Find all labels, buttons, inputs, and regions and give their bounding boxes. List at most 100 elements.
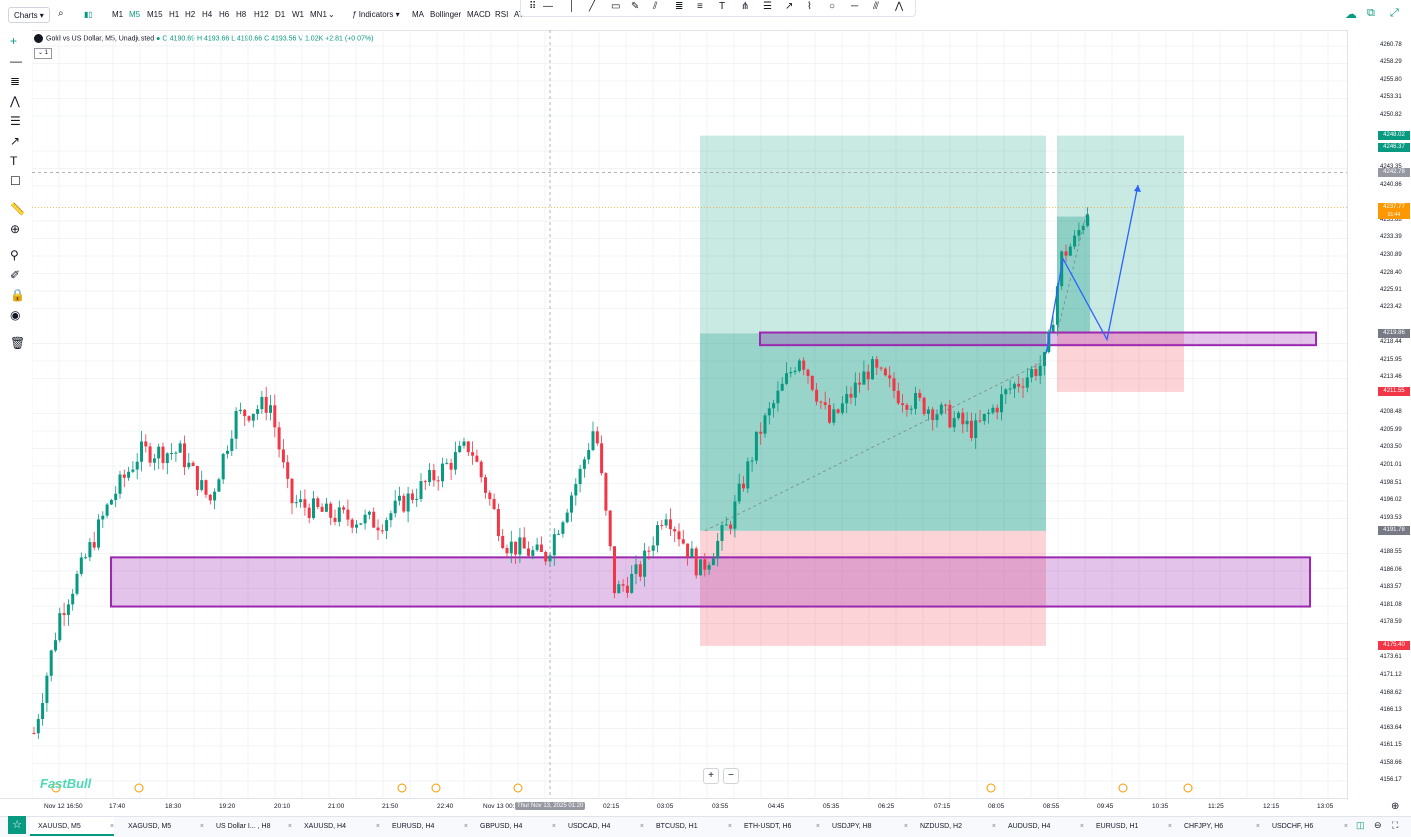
- crosshair-icon[interactable]: +: [10, 34, 18, 48]
- symbol-tab[interactable]: XAGUSD, M5 ×: [120, 817, 204, 836]
- symbol-tab[interactable]: EURUSD, H1 ×: [1088, 817, 1172, 836]
- zoom-in-button[interactable]: +: [703, 768, 719, 784]
- symbol-tab[interactable]: EURUSD, H4 ×: [384, 817, 468, 836]
- close-tab-icon[interactable]: ×: [109, 823, 114, 830]
- close-tab-icon[interactable]: ×: [287, 823, 292, 830]
- timeframe-dropdown-icon[interactable]: ⌄: [328, 10, 335, 19]
- symbol-tab[interactable]: XAUUSD, M5 ×: [30, 817, 114, 836]
- circle-icon[interactable]: ○: [829, 1, 836, 12]
- minimize-icon[interactable]: ⊖: [1374, 820, 1382, 830]
- fib-tool-icon[interactable]: ≣: [10, 74, 21, 88]
- ray-icon[interactable]: ─: [851, 1, 859, 12]
- tf-mn1[interactable]: MN1: [310, 10, 327, 19]
- expand-icon[interactable]: ⛶: [1392, 820, 1399, 830]
- double-line-icon[interactable]: ⫻: [873, 1, 879, 12]
- indicators-button[interactable]: ƒ Indicators ▾: [352, 10, 400, 19]
- indicator-rsi[interactable]: RSI: [495, 10, 509, 19]
- close-tab-icon[interactable]: ×: [375, 823, 380, 830]
- symbol-tab[interactable]: ETH-USDT, H6 ×: [736, 817, 820, 836]
- symbol-tab[interactable]: XAUUSD, H4 ×: [296, 817, 380, 836]
- rectangle-icon[interactable]: ▭: [611, 1, 621, 12]
- fib-extension-icon[interactable]: ≡: [697, 1, 703, 12]
- gann-tool-icon[interactable]: ☰: [10, 114, 21, 128]
- layout-icon[interactable]: ◫: [1356, 820, 1365, 830]
- drag-handle-icon[interactable]: ⠿: [529, 1, 537, 12]
- symbol-tab[interactable]: USDCHF, H6 ×: [1264, 817, 1348, 836]
- cloud-sync-icon[interactable]: ☁: [1345, 7, 1357, 21]
- close-tab-icon[interactable]: ×: [1079, 823, 1084, 830]
- trend-line-icon[interactable]: ╱: [589, 1, 596, 12]
- favorites-star-icon[interactable]: ☆: [8, 816, 26, 834]
- symbol-tab[interactable]: BTCUSD, H1 ×: [648, 817, 732, 836]
- search-icon[interactable]: ⌕: [58, 8, 64, 19]
- line-tool-icon[interactable]: —: [10, 54, 22, 68]
- fullscreen-icon[interactable]: ⤢: [1390, 7, 1399, 19]
- arrow-icon[interactable]: ↗: [785, 1, 794, 12]
- symbol-tab[interactable]: NZDUSD, H2 ×: [912, 817, 996, 836]
- tf-w1[interactable]: W1: [292, 10, 304, 19]
- horizontal-line-icon[interactable]: —: [543, 1, 553, 12]
- brush-icon[interactable]: ✎: [631, 1, 640, 12]
- close-tab-icon[interactable]: ×: [1167, 823, 1172, 830]
- open-new-window-icon[interactable]: ⧉: [1367, 7, 1375, 19]
- zoom-in-icon[interactable]: ⊕: [10, 222, 21, 236]
- drawing-mode-icon[interactable]: ✐: [10, 268, 21, 282]
- chart-type-icon[interactable]: ▮▯: [84, 10, 93, 19]
- symbol-title[interactable]: Gold vs US Dollar, M5, Unadjusted: [46, 35, 155, 43]
- price-axis[interactable]: 4260.784258.294255.804253.314250.824245.…: [1347, 30, 1411, 800]
- tf-h4[interactable]: H4: [202, 10, 213, 19]
- close-tab-icon[interactable]: ×: [991, 823, 996, 830]
- symbol-tab[interactable]: CHFJPY, H6 ×: [1176, 817, 1260, 836]
- tf-m15[interactable]: M15: [147, 10, 163, 19]
- fib-retracement-icon[interactable]: ≣: [675, 1, 684, 12]
- gann-icon[interactable]: ☰: [763, 1, 772, 12]
- zoom-out-button[interactable]: −: [723, 768, 739, 784]
- close-tab-icon[interactable]: ×: [639, 823, 644, 830]
- time-axis[interactable]: Nov 12 16:50 17:40 18:30 19:20 20:10 21:00 21:…: [0, 798, 1347, 815]
- indicator-atr[interactable]: AT: [514, 10, 524, 19]
- close-tab-icon[interactable]: ×: [463, 823, 468, 830]
- pitchfork-icon[interactable]: ⋔: [741, 1, 750, 12]
- magnet-icon[interactable]: ⚲: [10, 248, 19, 262]
- eye-icon[interactable]: ◉: [10, 308, 21, 322]
- tf-d1[interactable]: D1: [275, 10, 286, 19]
- symbol-tab[interactable]: USDJPY, H8 ×: [824, 817, 908, 836]
- prediction-tool-icon[interactable]: ↗: [10, 134, 21, 148]
- tf-h2[interactable]: H2: [185, 10, 196, 19]
- indicator-macd[interactable]: MACD: [467, 10, 491, 19]
- close-tab-icon[interactable]: ×: [727, 823, 732, 830]
- close-tab-icon[interactable]: ×: [903, 823, 908, 830]
- collapse-legend-button[interactable]: ⌄ 1: [34, 48, 52, 59]
- text-tool-icon[interactable]: T: [719, 1, 726, 12]
- tf-h8[interactable]: H8: [236, 10, 247, 19]
- pattern-tool-icon[interactable]: ⋀: [10, 94, 20, 108]
- charts-menu-button[interactable]: Charts ▾: [8, 7, 50, 23]
- tf-m5[interactable]: M5: [129, 10, 141, 19]
- indicator-ma[interactable]: MA: [412, 10, 424, 19]
- pattern-icon[interactable]: ⋀: [895, 1, 904, 12]
- parallel-channel-icon[interactable]: ⫽: [653, 1, 658, 12]
- emoji-tool-icon[interactable]: ☐: [10, 174, 21, 188]
- symbol-tab[interactable]: GBPUSD, H4 ×: [472, 817, 556, 836]
- indicator-bollinger[interactable]: Bollinger: [430, 10, 462, 19]
- tf-m1[interactable]: M1: [112, 10, 124, 19]
- close-tab-icon[interactable]: ×: [1255, 823, 1260, 830]
- symbol-tab[interactable]: AUDUSD, H4 ×: [1000, 817, 1084, 836]
- tf-h1[interactable]: H1: [169, 10, 180, 19]
- symbol-tab[interactable]: USDCAD, H4 ×: [560, 817, 644, 836]
- vertical-line-icon[interactable]: │: [569, 1, 576, 12]
- close-tab-icon[interactable]: ×: [815, 823, 820, 830]
- symbol-tab[interactable]: US Dollar I... , H8 ×: [208, 817, 292, 836]
- tf-h12[interactable]: H12: [254, 10, 269, 19]
- settings-crosshair-icon[interactable]: ⊕: [1391, 801, 1400, 812]
- ruler-icon[interactable]: 📏: [10, 202, 25, 216]
- path-icon[interactable]: ⌇: [807, 1, 812, 12]
- lock-icon[interactable]: 🔒: [10, 288, 25, 302]
- trash-icon[interactable]: 🗑: [10, 336, 26, 350]
- close-tab-icon[interactable]: ×: [1343, 823, 1348, 830]
- close-tab-icon[interactable]: ×: [551, 823, 556, 830]
- close-tab-icon[interactable]: ×: [199, 823, 204, 830]
- tf-h6[interactable]: H6: [219, 10, 230, 19]
- text-tool-left-icon[interactable]: T: [10, 154, 18, 168]
- price-chart[interactable]: [32, 30, 1347, 798]
